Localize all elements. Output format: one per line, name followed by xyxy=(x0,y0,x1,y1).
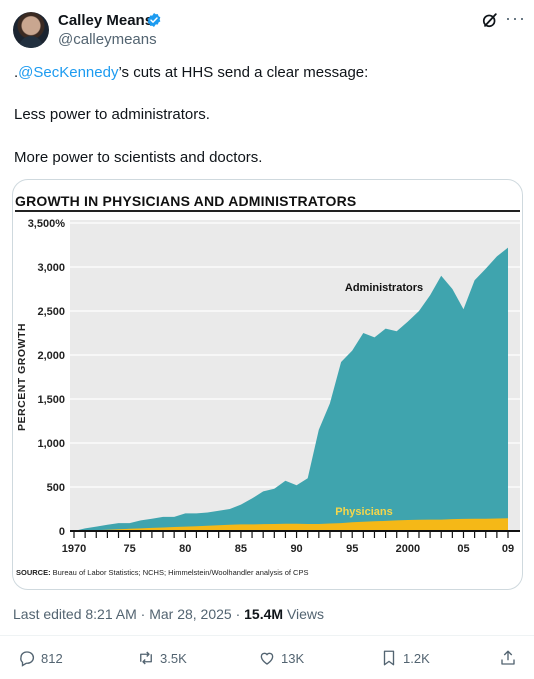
annotation-physicians: Physicians xyxy=(335,506,392,518)
x-tick-label: 2000 xyxy=(396,543,420,555)
chart-title: GROWTH IN PHYSICIANS AND ADMINISTRATORS xyxy=(15,193,357,209)
repost-button[interactable]: 3.5K xyxy=(137,649,187,667)
area-series-physicians xyxy=(74,518,508,531)
share-icon xyxy=(501,650,515,665)
like-button[interactable]: 13K xyxy=(258,649,304,667)
bookmark-button[interactable]: 1.2K xyxy=(380,649,430,667)
x-tick-label: 90 xyxy=(290,543,302,555)
x-tick-label: 09 xyxy=(502,543,514,555)
avatar[interactable] xyxy=(13,12,49,48)
y-tick-label: 3,000 xyxy=(37,262,65,274)
y-tick-label: 1,500 xyxy=(37,394,65,406)
author-handle[interactable]: @calleymeans xyxy=(58,31,157,48)
tweet-meta: Last edited 8:21 AM · Mar 28, 2025 · 15.… xyxy=(13,606,324,622)
source-text: Bureau of Labor Statistics; NCHS; Himmel… xyxy=(53,568,309,577)
x-tick-label: 05 xyxy=(457,543,469,555)
y-tick-label: 500 xyxy=(47,482,65,494)
mention-link[interactable]: @SecKennedy xyxy=(18,64,119,81)
tweet-text-line-3: More power to scientists and doctors. xyxy=(14,149,263,166)
action-divider xyxy=(0,635,534,636)
reply-button[interactable]: 812 xyxy=(18,649,63,667)
bookmark-icon xyxy=(383,650,395,666)
x-tick-label: 85 xyxy=(235,543,247,555)
source-label: SOURCE: xyxy=(16,568,53,577)
annotation-administrators: Administrators xyxy=(345,282,423,294)
repost-count: 3.5K xyxy=(160,650,187,666)
y-tick-label: 3,500% xyxy=(28,218,66,230)
tweet-text-line-2: Less power to administrators. xyxy=(14,106,210,123)
like-count: 13K xyxy=(281,650,305,666)
x-tick-label: 80 xyxy=(179,543,191,555)
y-tick-label: 2,000 xyxy=(37,350,65,362)
author-name[interactable]: Calley Means xyxy=(58,12,154,29)
y-tick-label: 1,000 xyxy=(37,438,65,450)
reply-count: 812 xyxy=(41,650,63,666)
views-count: 15.4M xyxy=(244,606,284,622)
chart-source: SOURCE: Bureau of Labor Statistics; NCHS… xyxy=(16,568,308,577)
tweet-text-line-1: .@SecKennedy’s cuts at HHS send a clear … xyxy=(14,64,368,81)
share-button[interactable] xyxy=(499,649,517,667)
x-tick-label: 95 xyxy=(346,543,358,555)
views-label: Views xyxy=(283,606,325,622)
tweet-prefix: . xyxy=(14,64,19,81)
grok-icon[interactable] xyxy=(480,10,500,30)
y-axis-label: PERCENT GROWTH xyxy=(16,323,28,431)
y-tick-label: 0 xyxy=(59,526,65,538)
x-tick-label: 1970 xyxy=(62,543,86,555)
x-tick-label: 75 xyxy=(124,543,136,555)
area-chart: 0 500 1,000 1,500 2,000 2,500 3,000 3,500% PERCE… xyxy=(16,218,520,577)
more-icon[interactable]: ··· xyxy=(505,8,526,28)
repost-icon xyxy=(140,651,152,665)
y-tick-label: 2,500 xyxy=(37,306,65,318)
area-series-administrators xyxy=(74,247,508,531)
chart-title-divider xyxy=(15,210,520,212)
reply-icon xyxy=(20,651,35,667)
tweet-line-1-rest: ’s cuts at HHS send a clear message: xyxy=(118,64,369,81)
like-icon xyxy=(260,652,274,665)
bookmark-count: 1.2K xyxy=(403,650,430,666)
verified-badge-icon xyxy=(147,13,161,27)
edited-timestamp[interactable]: Last edited 8:21 AM · Mar 28, 2025 · xyxy=(13,606,245,622)
